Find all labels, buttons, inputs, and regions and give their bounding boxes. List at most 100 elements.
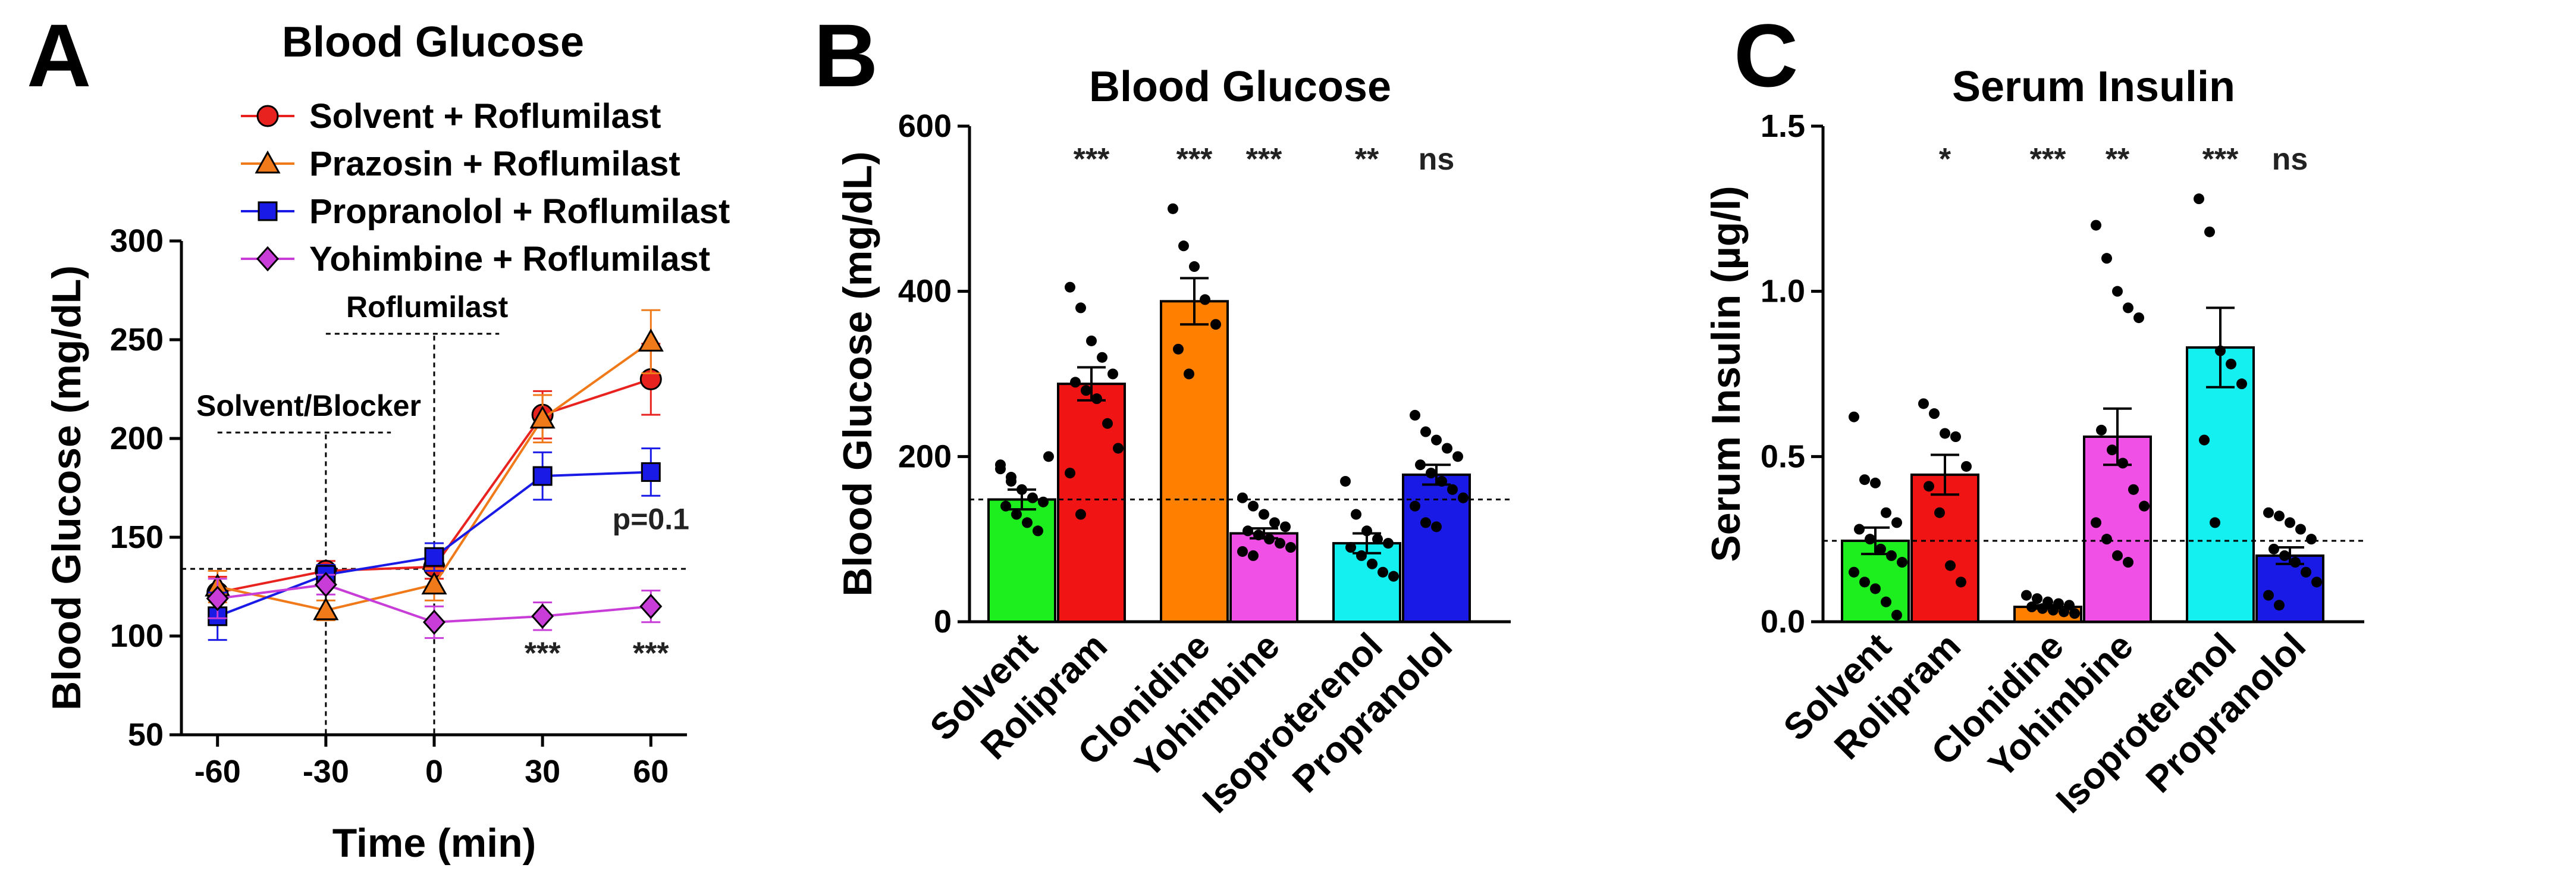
individual-data-point [2236,378,2247,390]
data-point [421,571,447,595]
bar [987,498,1056,623]
panel-title: Blood Glucose [1089,63,1391,111]
individual-data-point [1961,461,1972,472]
y-tick-label: 400 [898,274,952,309]
y-tick-label: 100 [110,618,164,654]
individual-data-point [1372,534,1383,545]
individual-data-point [1431,521,1442,532]
individual-data-point [1043,451,1054,462]
individual-data-point [2263,507,2274,518]
significance-marker: ns [1419,142,1455,177]
individual-data-point [1859,474,1870,485]
individual-data-point [1168,203,1178,214]
individual-data-point [1388,571,1399,582]
significance-marker: *** [2030,142,2066,177]
y-tick-label: 0.0 [1761,604,1805,640]
individual-data-point [1200,294,1210,305]
data-point [314,572,337,597]
legend-label: Propranolol + Roflumilast [309,192,730,231]
individual-data-point [2048,604,2059,616]
individual-data-point [1275,538,1285,549]
panel-c-letter: C [1734,5,1798,105]
individual-data-point [995,459,1006,471]
individual-data-point [2199,434,2210,446]
legend-label: Prazosin + Roflumilast [309,145,680,183]
individual-data-point [1870,583,1881,594]
individual-data-point [1442,443,1452,454]
individual-data-point [1097,352,1107,363]
individual-data-point [2263,590,2274,601]
individual-data-point [1184,368,1194,380]
significance-marker: *** [2202,142,2239,177]
x-tick-label: 30 [525,754,560,790]
data-point [422,609,446,635]
y-tick-label: 0.5 [1761,438,1805,474]
individual-data-point [1345,542,1356,553]
individual-data-point [2112,550,2123,561]
individual-data-point [1361,525,1372,537]
individual-data-point [1924,481,1934,492]
legend-marker [256,105,279,127]
individual-data-point [2021,590,2032,601]
individual-data-point [1242,525,1253,537]
data-point [638,328,664,352]
individual-data-point [2107,444,2117,456]
individual-data-point [2112,286,2123,297]
individual-data-point [1865,534,1875,545]
individual-data-point [1420,426,1431,437]
individual-data-point [1016,484,1027,495]
individual-data-point [1875,543,1886,555]
x-tick-label: 60 [633,754,669,790]
individual-data-point [2069,608,2080,619]
individual-data-point [1081,385,1091,396]
individual-data-point [1956,577,1966,588]
individual-data-point [1420,517,1431,528]
individual-data-point [1189,261,1200,272]
data-point [313,597,339,621]
y-tick-label: 1.5 [1761,108,1805,144]
bar [1160,300,1229,623]
y-tick-label: 200 [110,421,164,456]
individual-data-point [1881,596,1891,607]
individual-data-point [2215,345,2226,356]
individual-data-point [2059,606,2069,618]
individual-data-point [1410,500,1420,512]
individual-data-point [1237,546,1248,557]
significance-marker: ** [2106,142,2130,177]
individual-data-point [1950,431,1961,443]
individual-data-point [1854,524,1865,535]
individual-data-point [1870,477,1881,488]
significance-marker: ns [2272,142,2308,177]
significance-30: *** [525,636,561,671]
individual-data-point [1383,538,1394,549]
panel-a-letter: A [27,5,91,105]
individual-data-point [1000,500,1011,512]
x-tick-label: -60 [194,754,241,790]
individual-data-point [1264,534,1275,545]
individual-data-point [2194,193,2204,205]
significance-marker: * [1939,142,1951,177]
individual-data-point [1945,560,1956,571]
data-point [639,593,663,619]
individual-data-point [1886,550,1897,561]
individual-data-point [1065,468,1075,479]
individual-data-point [1178,240,1189,252]
bar [1332,542,1401,623]
individual-data-point [1897,557,1907,568]
significance-marker: ** [1355,142,1379,177]
individual-data-point [1091,393,1102,405]
individual-data-point [2101,534,2112,545]
roflumilast-label: Roflumilast [346,290,509,324]
individual-data-point [1038,496,1049,508]
y-tick-label: 250 [110,322,164,358]
individual-data-point [1070,377,1081,388]
individual-data-point [2133,312,2144,324]
legend-label: Solvent + Roflumilast [309,97,661,136]
individual-data-point [2096,424,2107,436]
individual-data-point [1210,319,1221,330]
significance-marker: *** [1074,142,1110,177]
y-tick-label: 200 [898,438,952,474]
individual-data-point [1340,475,1351,487]
individual-data-point [1367,558,1378,569]
data-point [529,405,556,429]
